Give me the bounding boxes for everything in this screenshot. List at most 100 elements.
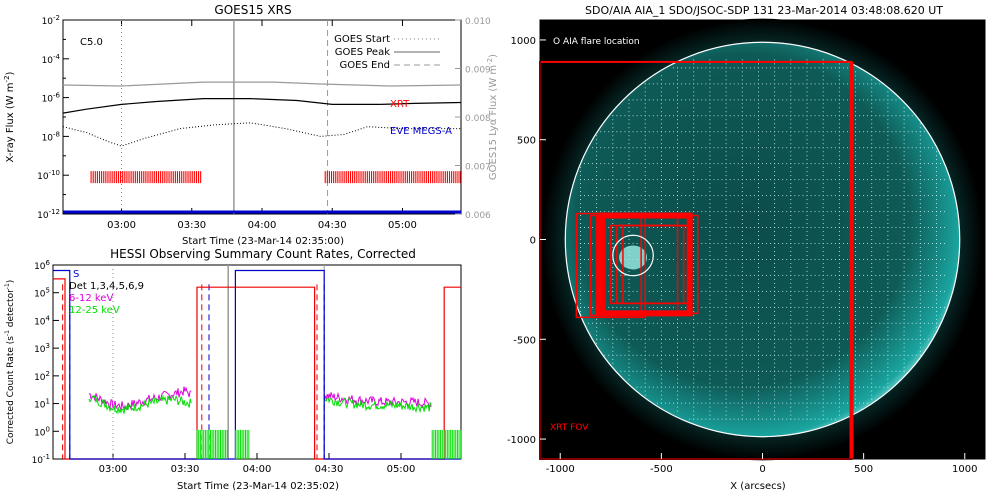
aia-grid-dot: [935, 191, 937, 193]
aia-grid-dot: [741, 310, 743, 312]
aia-grid-dot: [944, 274, 946, 276]
aia-grid-dot: [838, 183, 840, 185]
aia-grid-dot: [628, 195, 630, 197]
aia-grid-dot: [871, 314, 873, 316]
aia-grid-dot: [782, 354, 784, 356]
aia-grid-dot: [729, 147, 731, 149]
aia-grid-dot: [871, 366, 873, 368]
aia-grid-dot: [830, 195, 832, 197]
aia-grid-dot: [628, 143, 630, 145]
aia-grid-dot: [612, 187, 614, 189]
goes-y2label-sup: -2: [486, 58, 494, 65]
aia-grid-dot: [592, 258, 594, 260]
aia-grid-dot: [875, 338, 877, 340]
aia-grid-dot: [757, 167, 759, 169]
aia-grid-dot: [709, 159, 711, 161]
aia-grid-dot: [741, 282, 743, 284]
aia-grid-dot: [790, 250, 792, 252]
aia-grid-dot: [656, 83, 658, 85]
aia-grid-dot: [774, 362, 776, 364]
aia-grid-dot: [919, 254, 921, 256]
aia-grid-dot: [681, 211, 683, 213]
aia-grid-dot: [838, 195, 840, 197]
aia-grid-dot: [766, 418, 768, 420]
aia-grid-dot: [660, 231, 662, 233]
aia-grid-dot: [899, 242, 901, 244]
aia-grid-dot: [757, 239, 759, 240]
aia-grid-dot: [887, 199, 889, 201]
aia-grid-dot: [749, 227, 751, 229]
aia-grid-dot: [664, 179, 666, 181]
aia-grid-dot: [935, 294, 937, 296]
aia-grid-dot: [713, 67, 715, 69]
aia-grid-dot: [774, 318, 776, 320]
aia-grid-dot: [616, 179, 618, 181]
aia-grid-dot: [802, 67, 804, 69]
aia-grid-dot: [935, 298, 937, 300]
aia-grid-dot: [749, 274, 751, 276]
aia-grid-dot: [907, 306, 909, 308]
aia-grid-dot: [729, 386, 731, 388]
aia-grid-dot: [741, 414, 743, 416]
aia-grid-dot: [855, 242, 857, 244]
aia-grid-dot: [927, 147, 929, 149]
aia-grid-dot: [891, 354, 893, 356]
aia-grid-dot: [579, 266, 581, 268]
aia-grid-dot: [879, 354, 881, 356]
aia-grid-dot: [701, 163, 703, 165]
aia-grid-dot: [871, 175, 873, 177]
aia-grid-dot: [721, 354, 723, 356]
aia-grid-dot: [660, 330, 662, 332]
aia-grid-dot: [693, 219, 695, 221]
aia-grid-dot: [871, 227, 873, 229]
aia-grid-dot: [741, 139, 743, 141]
aia-grid-dot: [644, 334, 646, 336]
aia-grid-dot: [757, 99, 759, 101]
aia-grid-dot: [677, 362, 679, 364]
aia-grid-dot: [782, 290, 784, 292]
aia-grid-dot: [628, 374, 630, 376]
aia-grid-dot: [705, 370, 707, 372]
aia-grid-dot: [717, 131, 719, 133]
aia-grid-dot: [903, 358, 905, 360]
aia-grid-dot: [677, 139, 679, 141]
aia-grid-dot: [762, 83, 763, 85]
aia-grid-dot: [919, 282, 921, 284]
aia-grid-dot: [757, 119, 759, 121]
aia-grid-dot: [685, 290, 687, 292]
aia-grid-dot: [871, 270, 873, 272]
aia-grid-dot: [677, 346, 679, 348]
aia-grid-dot: [786, 370, 788, 372]
aia-grid-dot: [741, 183, 743, 185]
aia-grid-dot: [822, 414, 824, 416]
aia-grid-dot: [697, 83, 699, 85]
aia-grid-dot: [741, 366, 743, 368]
aia-grid-dot: [705, 402, 707, 404]
aia-grid-dot: [685, 147, 687, 149]
aia-grid-dot: [677, 99, 679, 101]
aia-grid-dot: [725, 195, 727, 197]
aia-grid-dot: [782, 322, 784, 324]
aia-grid-dot: [664, 402, 666, 404]
aia-grid-dot: [725, 207, 727, 209]
aia-grid-dot: [612, 358, 614, 360]
aia-grid-dot: [935, 282, 937, 284]
aia-grid-dot: [620, 147, 622, 149]
aia-grid-dot: [903, 131, 905, 133]
aia-grid-dot: [778, 147, 780, 149]
aia-grid-dot: [717, 227, 719, 229]
aia-grid-dot: [770, 386, 772, 388]
aia-grid-dot: [685, 131, 687, 133]
aia-grid-dot: [855, 163, 857, 165]
aia-grid-dot: [693, 314, 695, 316]
aia-grid-dot: [798, 290, 800, 292]
aia-grid-dot: [798, 306, 800, 308]
aia-grid-dot: [701, 227, 703, 229]
aia-grid-dot: [737, 83, 739, 85]
aia-grid-dot: [705, 418, 707, 420]
aia-grid-dot: [624, 290, 626, 292]
aia-grid-dot: [725, 258, 727, 260]
aia-grid-dot: [673, 99, 674, 101]
aia-grid-dot: [660, 211, 662, 213]
aia-grid-dot: [818, 354, 820, 356]
